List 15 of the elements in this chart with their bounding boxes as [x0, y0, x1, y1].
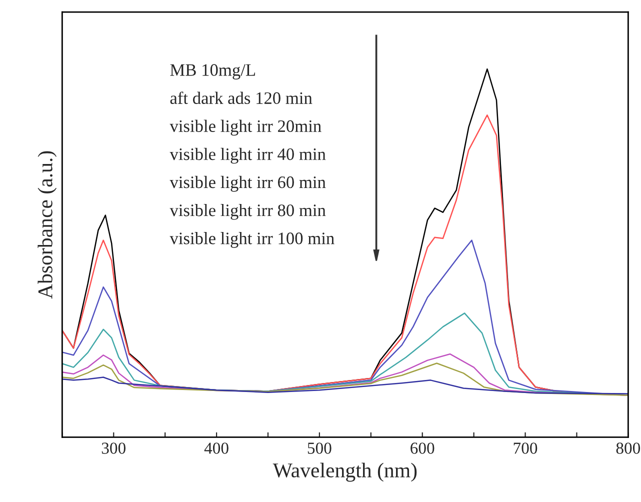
x-tick-label: 800	[616, 442, 640, 454]
x-tick-label: 300	[102, 442, 126, 454]
annotation: visible light irr 80 min	[170, 204, 326, 220]
annotation: visible light irr 60 min	[170, 176, 326, 192]
annotation: visible light irr 100 min	[170, 232, 334, 248]
annotation: MB 10mg/L	[170, 64, 256, 80]
x-axis-title: Wavelength (nm)	[272, 462, 417, 482]
y-axis-title: Absorbance (a.u.)	[38, 151, 57, 299]
x-tick-label: 400	[204, 442, 228, 454]
annotation: aft dark ads 120 min	[170, 92, 312, 104]
x-tick-label: 500	[308, 442, 332, 454]
annotation: visible light irr 40 min	[170, 148, 326, 164]
annotation: visible light irr 20min	[170, 120, 322, 136]
x-tick-label: 600	[410, 442, 434, 454]
x-tick-label: 700	[514, 442, 538, 454]
